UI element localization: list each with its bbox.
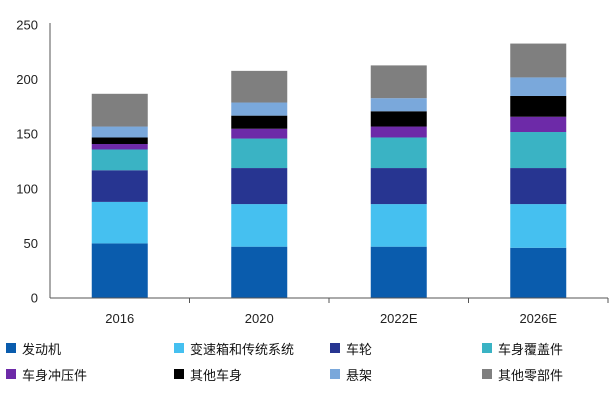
y-tick-label: 200 [16, 72, 38, 87]
y-tick-label: 150 [16, 127, 38, 142]
bar-segment [370, 65, 427, 99]
y-axis: 0 50 100 150 200 250 [16, 18, 51, 306]
legend-item: 车轮 [330, 338, 372, 358]
bar-segment [510, 116, 567, 133]
legend-swatch [6, 343, 16, 353]
bar-segment [370, 204, 427, 247]
x-tick-label: 2016 [105, 311, 134, 326]
legend-item: 其他车身 [174, 364, 242, 384]
bar-segment [231, 168, 288, 205]
bar-segment [91, 137, 148, 145]
legend-swatch [174, 343, 184, 353]
bar-segment [370, 98, 427, 112]
bar-segment [231, 246, 288, 298]
bar-segment [370, 126, 427, 138]
bar-segment [510, 95, 567, 117]
bar-segment [91, 144, 148, 150]
bar-segment [510, 132, 567, 169]
bar-segment [231, 102, 288, 116]
bar-segment [91, 170, 148, 202]
legend-label: 其他零部件 [498, 368, 564, 384]
bar-segment [231, 128, 288, 139]
bar-segment [231, 138, 288, 169]
bar-segment [510, 204, 567, 248]
bar-segment [231, 70, 288, 103]
x-tick-label: 2022E [380, 311, 418, 326]
bars-area [91, 43, 567, 298]
legend-label: 车轮 [346, 342, 373, 358]
legend-swatch [174, 369, 184, 379]
x-axis: 2016 2020 2022E 2026E [105, 298, 609, 326]
bar-segment [510, 43, 567, 78]
legend-item: 车身覆盖件 [482, 338, 563, 358]
y-tick-label: 100 [16, 181, 38, 196]
bar-segment [370, 111, 427, 127]
legend-swatch [330, 343, 340, 353]
legend-swatch [482, 343, 492, 353]
legend-swatch [6, 369, 16, 379]
bar-segment [510, 77, 567, 96]
legend-swatch [482, 369, 492, 379]
legend-item: 其他零部件 [482, 364, 563, 384]
bar-segment [231, 204, 288, 247]
legend: 发动机 变速箱和传统系统 车轮 车身覆盖件车身冲压件 其他车身 悬架 其他零部件 [6, 336, 610, 400]
bar-segment [510, 247, 567, 298]
x-tick-label: 2020 [245, 311, 274, 326]
y-tick-label: 0 [31, 291, 38, 306]
legend-label: 车身冲压件 [22, 368, 88, 384]
bar-segment [91, 149, 148, 171]
bar-segment [91, 93, 148, 127]
x-tick-label: 2026E [519, 311, 557, 326]
legend-item: 发动机 [6, 338, 61, 358]
legend-item: 车身冲压件 [6, 364, 87, 384]
legend-label: 变速箱和传统系统 [190, 342, 295, 358]
legend-swatch [330, 369, 340, 379]
bar-segment [91, 201, 148, 244]
bar-segment [510, 168, 567, 205]
legend-label: 发动机 [22, 342, 62, 358]
bar-segment [370, 246, 427, 298]
bar-segment [91, 243, 148, 298]
y-tick-label: 250 [16, 18, 38, 33]
bar-segment [370, 137, 427, 169]
bar-segment [231, 115, 288, 129]
legend-item: 变速箱和传统系统 [174, 338, 294, 358]
y-tick-label: 50 [24, 236, 38, 251]
bar-segment [91, 126, 148, 138]
legend-label: 其他车身 [190, 368, 243, 384]
legend-item: 悬架 [330, 364, 372, 384]
legend-label: 悬架 [346, 368, 373, 384]
bar-segment [370, 168, 427, 205]
legend-label: 车身覆盖件 [498, 342, 564, 358]
